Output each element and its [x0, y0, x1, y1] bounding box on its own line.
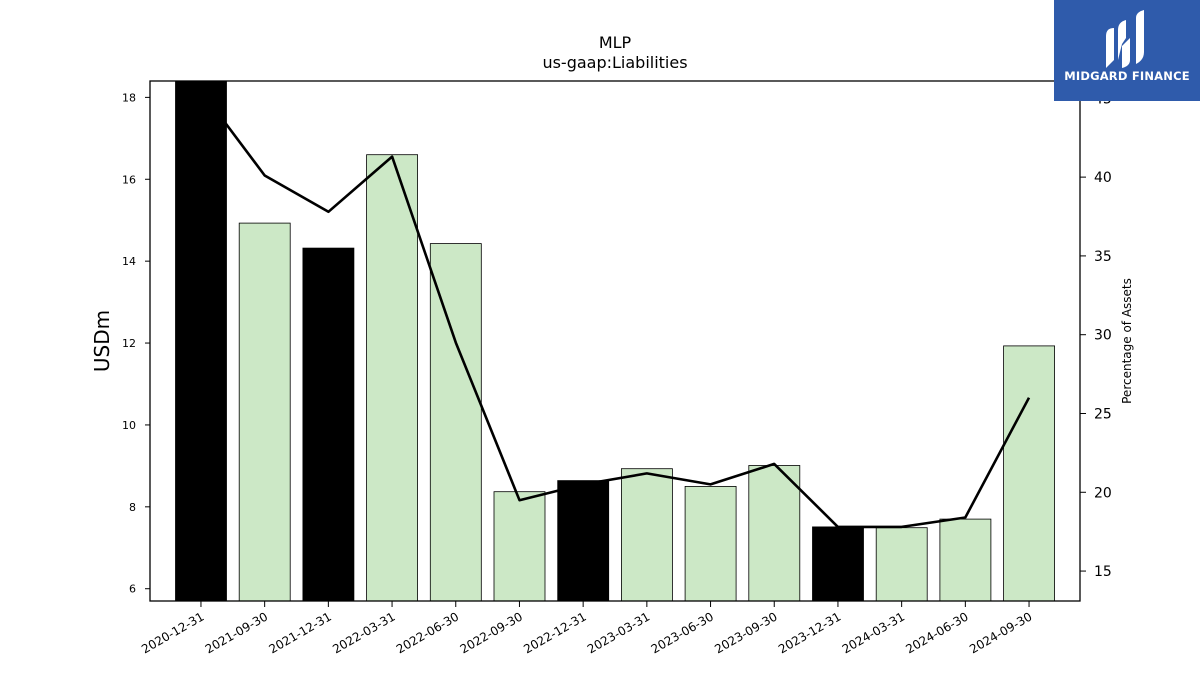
brand-logo: MIDGARD FINANCE — [1054, 0, 1200, 101]
bar-2021-09-30 — [238, 222, 291, 602]
bar-2020-12-31 — [175, 80, 227, 602]
y2-tick-label: 15 — [1094, 564, 1112, 580]
chart-subtitle: us-gaap:Liabilities — [542, 53, 687, 72]
y-tick-label: 10 — [122, 419, 136, 432]
y2-tick-label: 40 — [1094, 170, 1112, 186]
x-tick-label: 2021-12-31 — [266, 609, 333, 656]
midgard-m-icon — [1106, 10, 1144, 68]
bar-2022-03-31 — [366, 154, 419, 602]
x-axis: 2020-12-312021-09-302021-12-312022-03-31… — [139, 601, 1035, 656]
y-axis-label: USDm — [90, 310, 114, 372]
x-tick-label: 2021-09-30 — [203, 609, 270, 656]
percentage-of-assets-line — [199, 89, 1031, 529]
x-tick-label: 2023-12-31 — [776, 609, 843, 656]
y2-axis-label: Percentage of Assets — [1120, 278, 1134, 404]
brand-logo-text: MIDGARD FINANCE — [1064, 69, 1190, 83]
bar-2022-09-30 — [493, 491, 546, 602]
bar-2023-06-30 — [684, 485, 737, 602]
bar-2023-03-31 — [621, 468, 673, 602]
x-tick-label: 2024-03-31 — [840, 609, 907, 656]
y-axis-left: 6 8 10 12 14 16 18 — [122, 91, 150, 596]
x-tick-label: 2020-12-31 — [139, 609, 206, 656]
bar-2022-06-30 — [429, 243, 482, 602]
x-tick-label: 2023-09-30 — [712, 609, 779, 656]
y-tick-label: 16 — [122, 173, 136, 186]
bar-2022-12-31 — [557, 480, 610, 602]
line-layer — [199, 89, 1031, 529]
y-tick-label: 18 — [122, 91, 136, 104]
chart-title: MLP — [599, 33, 632, 52]
x-tick-label: 2023-06-30 — [649, 609, 716, 656]
y2-tick-label: 25 — [1094, 406, 1112, 422]
bar-2024-09-30 — [1003, 345, 1055, 602]
x-tick-label: 2022-06-30 — [394, 609, 461, 656]
bar-2023-12-31 — [812, 526, 864, 602]
bar-2024-06-30 — [939, 518, 992, 602]
x-tick-label: 2023-03-31 — [585, 609, 652, 656]
x-tick-label: 2022-03-31 — [330, 609, 397, 656]
y2-tick-label: 35 — [1094, 249, 1112, 265]
x-tick-label: 2024-09-30 — [967, 609, 1034, 656]
y2-tick-label: 20 — [1094, 485, 1112, 501]
bar-2023-09-30 — [748, 465, 801, 602]
y-axis-right: 15202530354045 — [1080, 91, 1112, 580]
bar-2021-12-31 — [302, 247, 355, 602]
y-tick-label: 6 — [129, 583, 136, 596]
y-tick-label: 14 — [122, 255, 136, 268]
x-tick-label: 2024-06-30 — [903, 609, 970, 656]
y-tick-label: 8 — [129, 501, 136, 514]
bar-2024-03-31 — [875, 527, 928, 602]
bars-layer — [175, 80, 1055, 602]
x-tick-label: 2022-12-31 — [521, 609, 588, 656]
plot-frame — [149, 80, 1081, 602]
y-tick-label: 12 — [122, 337, 136, 350]
y2-tick-label: 30 — [1094, 328, 1112, 344]
x-tick-label: 2022-09-30 — [458, 609, 525, 656]
